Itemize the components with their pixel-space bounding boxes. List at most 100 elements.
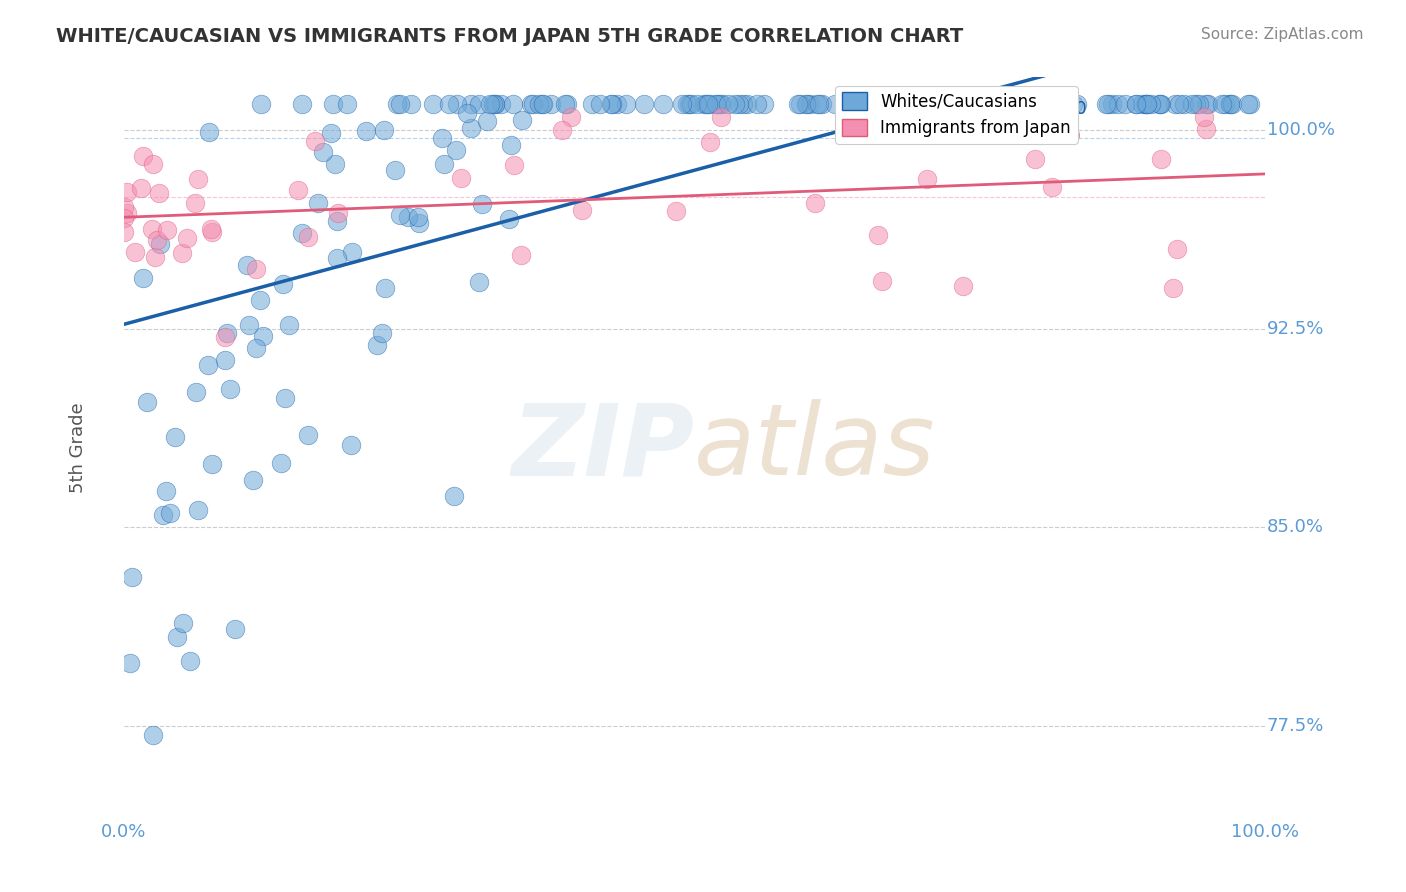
Point [484, 96, 506, 111]
Point [478, 96, 501, 111]
Point [271, 277, 294, 292]
Point [197, 358, 219, 372]
Point [120, 656, 142, 670]
Point [172, 615, 194, 630]
Point [304, 134, 326, 148]
Point [941, 96, 963, 111]
Point [997, 96, 1019, 111]
Point [132, 270, 155, 285]
Text: R = 0.016   N =  49: R = 0.016 N = 49 [905, 128, 1081, 145]
Point [633, 96, 655, 111]
Point [835, 96, 858, 111]
Point [893, 96, 915, 111]
Point [129, 181, 152, 195]
Point [245, 341, 267, 355]
Point [1181, 96, 1204, 111]
Point [522, 96, 544, 111]
Point [1066, 96, 1088, 111]
Point [1045, 96, 1067, 111]
Point [530, 96, 553, 111]
Point [651, 96, 673, 111]
Point [697, 96, 720, 111]
Point [709, 110, 731, 124]
Point [183, 195, 205, 210]
Point [886, 96, 908, 111]
Point [214, 352, 236, 367]
Point [879, 96, 901, 111]
Point [112, 200, 135, 214]
Point [399, 96, 422, 111]
Point [373, 123, 395, 137]
Point [921, 96, 943, 111]
Point [121, 570, 143, 584]
Point [460, 96, 482, 111]
Point [1150, 152, 1173, 166]
Point [915, 172, 938, 186]
Point [307, 196, 329, 211]
Text: 92.5%: 92.5% [1267, 320, 1324, 338]
Point [1043, 96, 1066, 111]
Point [1125, 96, 1147, 111]
Point [1164, 96, 1187, 111]
Point [339, 437, 361, 451]
Point [600, 96, 623, 111]
Point [1135, 96, 1157, 111]
Point [142, 728, 165, 742]
Point [993, 96, 1015, 111]
Point [498, 212, 520, 227]
Point [711, 96, 734, 111]
Point [159, 506, 181, 520]
Point [249, 96, 271, 111]
Point [752, 96, 775, 111]
Point [270, 457, 292, 471]
Point [1107, 96, 1129, 111]
Point [1136, 96, 1159, 111]
Point [1147, 96, 1170, 111]
Point [866, 96, 889, 111]
Point [838, 96, 860, 111]
Point [354, 124, 377, 138]
Point [794, 96, 817, 111]
Point [297, 230, 319, 244]
Point [408, 216, 430, 230]
Point [166, 630, 188, 644]
Point [927, 96, 949, 111]
Point [589, 96, 612, 111]
Point [325, 252, 347, 266]
Point [170, 246, 193, 260]
Point [475, 113, 498, 128]
Point [1192, 110, 1215, 124]
Point [980, 96, 1002, 111]
Point [1062, 96, 1084, 111]
Point [1222, 96, 1244, 111]
Point [491, 96, 513, 111]
Point [384, 163, 406, 178]
Point [555, 96, 578, 111]
Point [141, 222, 163, 236]
Point [560, 110, 582, 124]
Text: ZIP: ZIP [512, 400, 695, 497]
Point [1215, 96, 1237, 111]
Point [214, 330, 236, 344]
Point [1167, 96, 1189, 111]
Point [388, 96, 411, 111]
Point [993, 96, 1015, 111]
Point [124, 244, 146, 259]
Text: R = 0.743   N = 200: R = 0.743 N = 200 [905, 100, 1087, 119]
Point [520, 96, 543, 111]
Point [1149, 96, 1171, 111]
Point [810, 96, 832, 111]
Point [835, 96, 858, 111]
Point [385, 96, 408, 111]
Text: 77.5%: 77.5% [1267, 717, 1324, 735]
Point [717, 96, 740, 111]
Point [695, 96, 717, 111]
Point [1035, 96, 1057, 111]
Point [1161, 281, 1184, 295]
Point [1000, 110, 1022, 124]
Point [952, 279, 974, 293]
Point [148, 186, 170, 201]
Point [484, 96, 506, 111]
Point [444, 143, 467, 157]
Point [287, 183, 309, 197]
